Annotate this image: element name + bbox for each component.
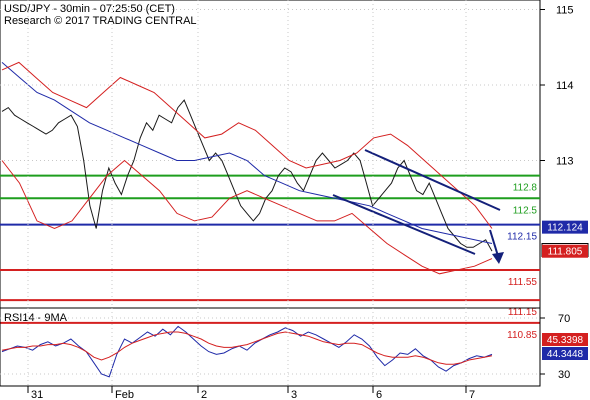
level-label: 112.5 <box>513 205 538 216</box>
rsi-axis: 70 30 <box>540 313 570 381</box>
rsi-value-tag-box <box>542 347 588 360</box>
channel-lower-line <box>332 194 476 255</box>
channel-upper-line <box>364 149 501 211</box>
price-tick-label: 114 <box>556 80 574 92</box>
price-tick-label: 113 <box>556 156 574 168</box>
rsi-series <box>1 325 493 378</box>
price-tag-label: 111.805 <box>548 247 583 258</box>
level-label: 112.15 <box>507 232 537 243</box>
rsi-title: RSI14 - 9MA <box>4 312 68 324</box>
rsi-tags: 45.3398 44.3448 <box>542 333 588 360</box>
rsi-tick-label: 30 <box>558 369 570 381</box>
rsi-ma-line <box>1 331 493 365</box>
level-label: 112.8 <box>513 183 538 194</box>
bollinger-upper-line <box>1 61 493 229</box>
price-tag-label: 112.124 <box>547 223 583 234</box>
level-label: 110.85 <box>507 330 537 341</box>
price-line <box>1 99 493 252</box>
forecast-arrow-shaft <box>489 229 499 257</box>
chart-copyright: Research © 2017 TRADING CENTRAL <box>4 15 197 27</box>
time-tick-label: 3 <box>291 389 297 400</box>
rsi-value-tag-label: 45.3398 <box>547 335 584 346</box>
price-overlay <box>332 149 504 264</box>
price-series <box>1 61 493 275</box>
chart-title: USD/JPY - 30min - 07:25:50 (CET) <box>4 3 175 15</box>
time-tick-label: 7 <box>469 389 475 400</box>
time-tick-label: 6 <box>376 389 382 400</box>
ma-line <box>1 62 493 244</box>
price-tick-label: 115 <box>556 5 574 17</box>
bollinger-lower-line <box>1 159 493 275</box>
forecast-arrow-head <box>492 252 504 264</box>
time-tick-label: 31 <box>31 389 43 400</box>
time-tick-label: Feb <box>115 389 134 400</box>
rsi-tick-label: 70 <box>558 313 570 325</box>
rsi-value-tag-box <box>542 333 588 346</box>
price-tag-box <box>542 244 588 258</box>
level-label: 111.15 <box>508 307 538 318</box>
time-tick-label: 2 <box>201 389 207 400</box>
level-label: 111.55 <box>508 277 538 288</box>
rsi-value-tag-label: 44.3448 <box>547 349 584 360</box>
price-axis: 115 114 113 <box>540 5 574 168</box>
time-axis: 31 Feb 2 3 6 7 <box>27 0 475 400</box>
price-tag-box <box>542 220 588 234</box>
